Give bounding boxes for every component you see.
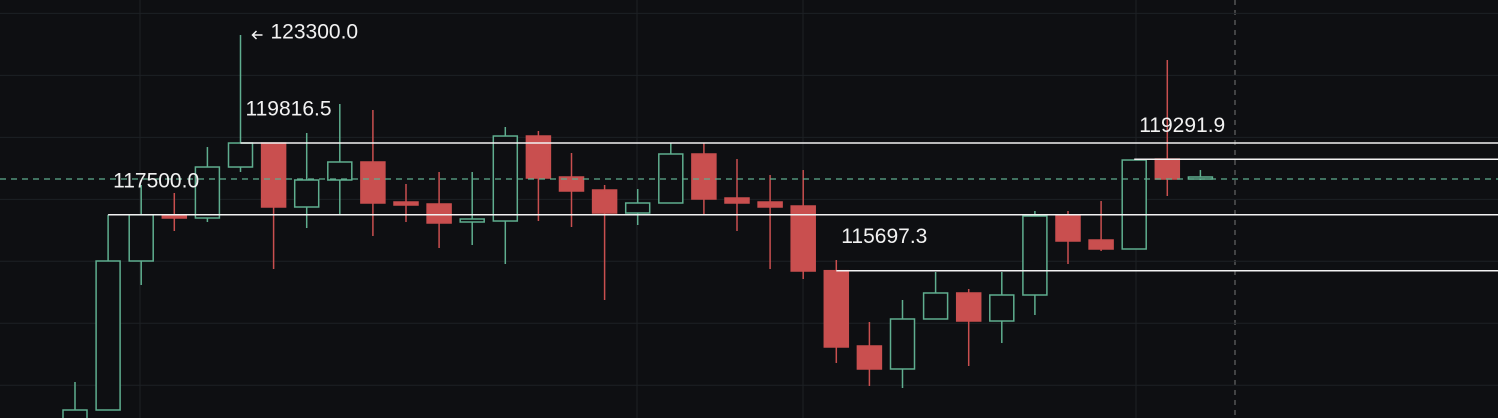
candle-body — [558, 176, 585, 192]
candle-body — [128, 214, 154, 262]
level-label: 117500.0 — [113, 169, 199, 192]
arrow-icon — [251, 30, 263, 40]
candle-body — [293, 179, 320, 208]
candle-body — [95, 260, 121, 411]
candle-body — [62, 409, 88, 418]
level-label: 119291.9 — [1139, 114, 1225, 137]
candle-body — [459, 218, 485, 223]
candle-body — [1088, 239, 1114, 250]
candle-body — [194, 166, 221, 219]
candle-body — [691, 153, 717, 200]
candle-body — [591, 189, 618, 214]
candle-body — [1121, 159, 1147, 250]
candle-body — [1154, 158, 1181, 180]
candle-body — [989, 294, 1015, 322]
candle-body — [1055, 214, 1081, 242]
candle-body — [360, 161, 386, 204]
candle-body — [724, 197, 750, 204]
candle-body — [393, 201, 419, 206]
candle-body — [327, 161, 353, 181]
candle-body — [889, 318, 916, 370]
candle-body — [955, 292, 982, 322]
candle-body — [426, 203, 452, 224]
candle-body — [790, 205, 816, 272]
candle-body — [823, 269, 850, 348]
level-label: 123300.0 — [271, 21, 359, 44]
level-label: 115697.3 — [841, 225, 927, 248]
candle-body — [856, 345, 883, 370]
candle-body — [227, 142, 254, 168]
plot — [0, 12, 1498, 418]
level-label: 119816.5 — [246, 98, 332, 121]
candle-body — [922, 292, 949, 320]
candle-body — [624, 202, 651, 214]
candle-body — [260, 142, 287, 208]
candle-body — [1022, 215, 1048, 296]
candle-body — [757, 201, 783, 208]
